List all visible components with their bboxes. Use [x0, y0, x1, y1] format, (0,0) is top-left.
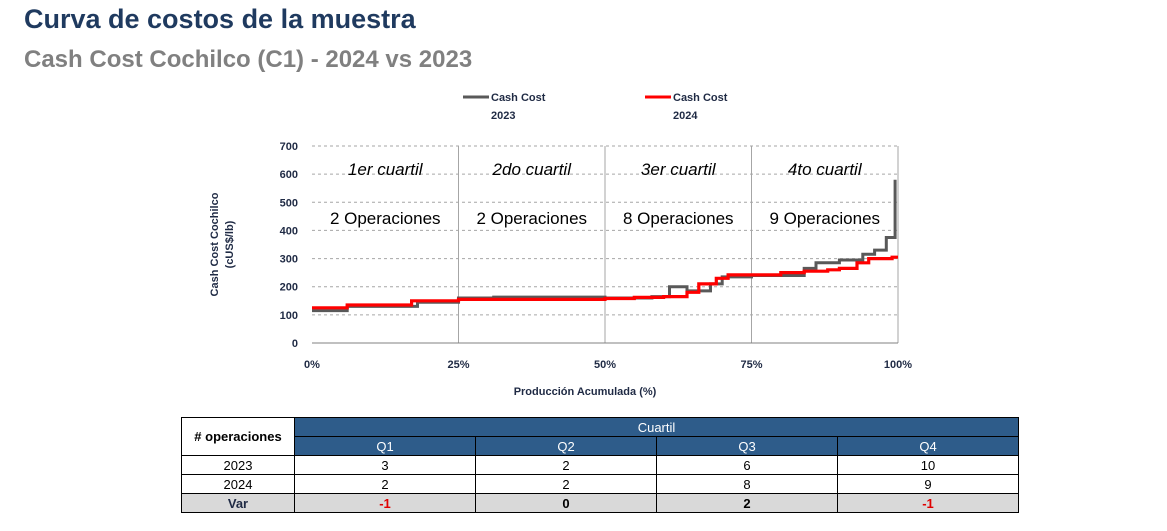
y-tick-label: 400	[280, 225, 298, 237]
table-cell: 0	[475, 493, 657, 513]
x-tick-label: 75%	[740, 359, 762, 371]
y-tick-label: 0	[292, 338, 298, 350]
y-axis-label: (cUS$/lb)	[224, 220, 236, 268]
table-row-var: Var -1 0 2 -1	[181, 493, 1019, 513]
legend-label: 2023	[491, 110, 515, 122]
y-tick-label: 200	[280, 282, 298, 294]
table-cell: 6	[656, 455, 838, 475]
table-group-header: Cuartil	[294, 417, 1019, 437]
page-subtitle: Cash Cost Cochilco (C1) - 2024 vs 2023	[24, 46, 473, 73]
table-row: 2024 2 2 8 9	[181, 474, 1019, 494]
quartile-operations: 2 Operaciones	[476, 209, 587, 228]
table-cell: 8	[656, 474, 838, 494]
y-tick-label: 300	[280, 254, 298, 266]
series-line-2024	[312, 255, 898, 310]
table-cell: 2	[656, 493, 838, 513]
column-header-q1: Q1	[294, 436, 476, 456]
y-tick-label: 700	[280, 141, 298, 153]
legend-label: Cash Cost	[491, 92, 546, 104]
x-tick-label: 25%	[447, 359, 469, 371]
quartile-label: 4to cuartil	[788, 160, 863, 179]
operations-table: # operaciones Cuartil Q1 Q2 Q3 Q4 2023 3…	[181, 417, 1019, 513]
column-header-q3: Q3	[656, 436, 838, 456]
quartile-operations: 9 Operaciones	[769, 209, 880, 228]
quartile-operations: 8 Operaciones	[623, 209, 734, 228]
table-cell: 2	[294, 474, 476, 494]
y-tick-label: 500	[280, 197, 298, 209]
row-label: Var	[181, 493, 295, 513]
y-tick-label: 100	[280, 310, 298, 322]
series-line-2023	[312, 179, 897, 313]
y-tick-label: 600	[280, 169, 298, 181]
x-tick-label: 100%	[884, 359, 912, 371]
legend-label: Cash Cost	[673, 92, 728, 104]
row-label: 2023	[181, 455, 295, 475]
x-axis-label: Producción Acumulada (%)	[514, 386, 657, 398]
table-row: 2023 3 2 6 10	[181, 455, 1019, 475]
table-cell: 2	[475, 474, 657, 494]
table-cell: 10	[837, 455, 1019, 475]
table-cell: -1	[294, 493, 476, 513]
table-corner-label: # operaciones	[181, 417, 295, 456]
quartile-label: 1er cuartil	[348, 160, 424, 179]
page-title: Curva de costos de la muestra	[24, 4, 416, 34]
table-cell: 2	[475, 455, 657, 475]
y-axis-label: Cash Cost Cochilco	[209, 192, 221, 296]
quartile-label: 3er cuartil	[641, 160, 717, 179]
table-cell: 9	[837, 474, 1019, 494]
quartile-label: 2do cuartil	[492, 160, 573, 179]
column-header-q2: Q2	[475, 436, 657, 456]
column-header-q4: Q4	[837, 436, 1019, 456]
x-tick-label: 50%	[594, 359, 616, 371]
table-cell: 3	[294, 455, 476, 475]
row-label: 2024	[181, 474, 295, 494]
table-cell: -1	[837, 493, 1019, 513]
quartile-operations: 2 Operaciones	[330, 209, 441, 228]
cost-curve-chart: 0 100 200 300 400 500 600 700 0% 25% 50% 75% 100% Pro…	[209, 92, 912, 398]
x-tick-label: 0%	[304, 359, 320, 371]
legend-label: 2024	[673, 110, 698, 122]
